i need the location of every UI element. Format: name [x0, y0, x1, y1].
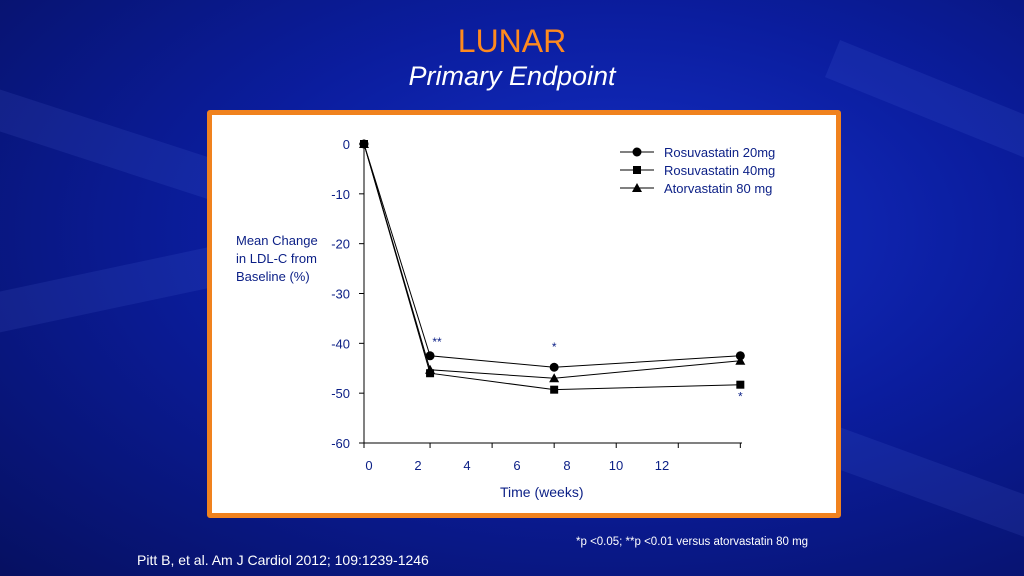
legend-marker-square: [633, 166, 641, 174]
y-axis-label-line: in LDL-C from: [236, 251, 317, 266]
y-tick-label: 0: [343, 137, 350, 152]
citation: Pitt B, et al. Am J Cardiol 2012; 109:12…: [137, 552, 429, 568]
series-line: [363, 143, 741, 368]
y-axis-label-line: Baseline (%): [236, 269, 310, 284]
x-tick-label: 12: [655, 458, 669, 473]
x-axis-label: Time (weeks): [500, 484, 584, 500]
y-tick-label: -20: [331, 237, 350, 252]
significance-annotation: **: [432, 335, 442, 349]
data-point-circle: [425, 351, 435, 361]
chart-svg: 0-10-20-30-40-50-600 2 4 6 8 10 12** **Rosuvast…: [331, 137, 775, 473]
y-tick-label: -60: [331, 436, 350, 451]
slide-title: LUNAR: [457, 23, 567, 59]
legend-entry: Atorvastatin 80 mg: [664, 181, 772, 196]
y-axis-label: Mean Change in LDL-C from Baseline (%): [236, 232, 318, 286]
slide-title-block: LUNAR Primary Endpoint: [0, 22, 1024, 92]
x-tick-label: 8: [563, 458, 570, 473]
series-line: [363, 143, 741, 379]
data-point-triangle: [735, 355, 746, 365]
chart-panel: 0 -10 -20 -30 -40 -50 -60 0 2 4 6 8 10 12 ** * * Rosuvast…: [207, 110, 841, 518]
y-tick-label: -10: [331, 187, 350, 202]
footnote: *p <0.05; **p <0.01 versus atorvastatin …: [576, 536, 809, 548]
legend-marker-circle: [632, 147, 642, 157]
y-tick-label: -30: [331, 287, 350, 302]
legend-entry: Rosuvastatin 40mg: [664, 163, 775, 178]
y-tick-label: -50: [331, 386, 350, 401]
data-point-triangle: [549, 373, 560, 383]
data-point-triangle: [359, 139, 369, 148]
legend-entry: Rosuvastatin 20mg: [664, 145, 775, 160]
x-tick-label: 10: [609, 458, 623, 473]
y-tick-label: -40: [331, 336, 350, 351]
y-axis-label-line: Mean Change: [236, 233, 318, 248]
data-point-circle: [549, 362, 559, 372]
legend-marker-triangle: [632, 183, 642, 192]
x-tick-label: 4: [463, 458, 470, 473]
data-point-square: [550, 385, 559, 394]
slide-subtitle: Primary Endpoint: [408, 61, 616, 91]
data-point-square: [736, 380, 745, 389]
significance-annotation: *: [552, 340, 557, 354]
significance-annotation: *: [738, 390, 743, 404]
data-point-triangle: [425, 364, 436, 374]
x-tick-label: 0: [365, 458, 372, 473]
x-tick-label: 6: [513, 458, 520, 473]
x-tick-label: 2: [414, 458, 421, 473]
